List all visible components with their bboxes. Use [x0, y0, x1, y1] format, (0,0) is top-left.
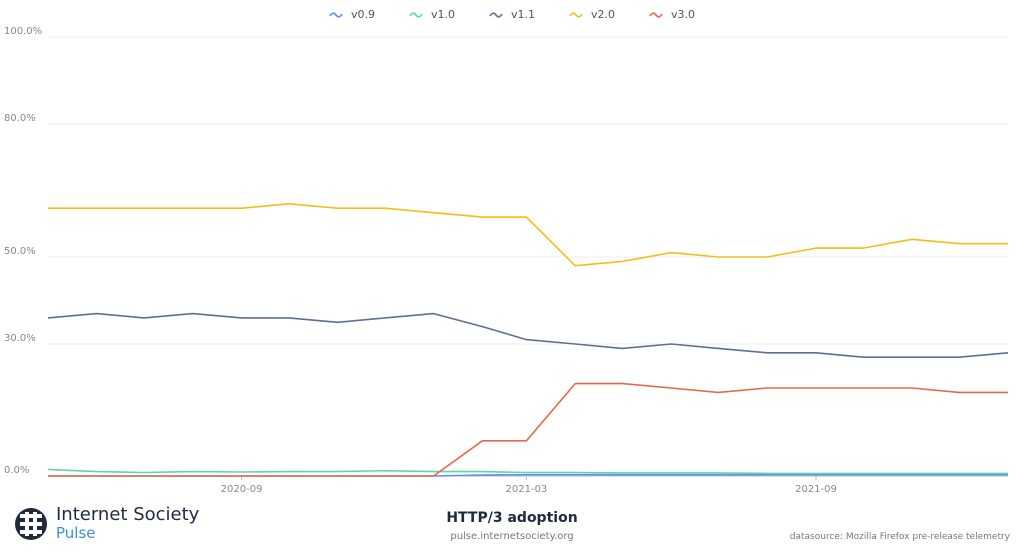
chart-legend: v0.9 v1.0 v1.1 v2.0 v3.0: [0, 8, 1024, 21]
series-line-v2-0: [48, 203, 1008, 267]
legend-label: v2.0: [591, 8, 616, 21]
legend-item[interactable]: v3.0: [649, 8, 695, 21]
x-tick-label: 2021-03: [506, 484, 548, 495]
internet-society-logo-icon: [15, 508, 47, 540]
chart: 0.0% 30.0% 50.0% 80.0% 100.0% 2020-09 2021-03 2…: [4, 26, 1009, 495]
data-source-note: datasource: Mozilla Firefox pre-release …: [789, 532, 1010, 542]
site-url[interactable]: pulse.internetsociety.org: [450, 531, 574, 542]
legend-swatch-icon: [489, 11, 503, 18]
legend-item[interactable]: v1.1: [489, 8, 535, 21]
legend-swatch-icon: [569, 11, 583, 18]
x-tick-label: 2020-09: [221, 484, 263, 495]
brand-sub: Pulse: [56, 524, 96, 542]
series-line-v1-1: [47, 312, 1009, 359]
legend-label: v1.0: [430, 8, 455, 21]
y-tick-label: 100.0%: [4, 26, 42, 37]
legend-item[interactable]: v1.0: [409, 8, 455, 21]
brand-logo: Internet Society Pulse: [14, 506, 199, 542]
legend-swatch-icon: [409, 11, 423, 18]
x-tick-label: 2021-09: [795, 484, 837, 495]
legend-item[interactable]: v0.9: [329, 8, 375, 21]
y-tick-label: 30.0%: [4, 333, 36, 344]
y-tick-label: 0.0%: [4, 465, 29, 476]
legend-swatch-icon: [649, 11, 663, 18]
legend-label: v1.1: [510, 8, 535, 21]
legend-swatch-icon: [329, 11, 343, 18]
y-tick-label: 50.0%: [4, 246, 36, 257]
series-line-v1-0: [47, 468, 1008, 475]
chart-title: HTTP/3 adoption: [446, 510, 578, 526]
legend-item[interactable]: v2.0: [569, 8, 615, 21]
series-line-v3-0: [48, 382, 1008, 477]
brand-name: Internet Society: [56, 504, 200, 525]
legend-label: v0.9: [350, 8, 375, 21]
legend-label: v3.0: [671, 8, 696, 21]
y-tick-label: 80.0%: [4, 113, 36, 124]
